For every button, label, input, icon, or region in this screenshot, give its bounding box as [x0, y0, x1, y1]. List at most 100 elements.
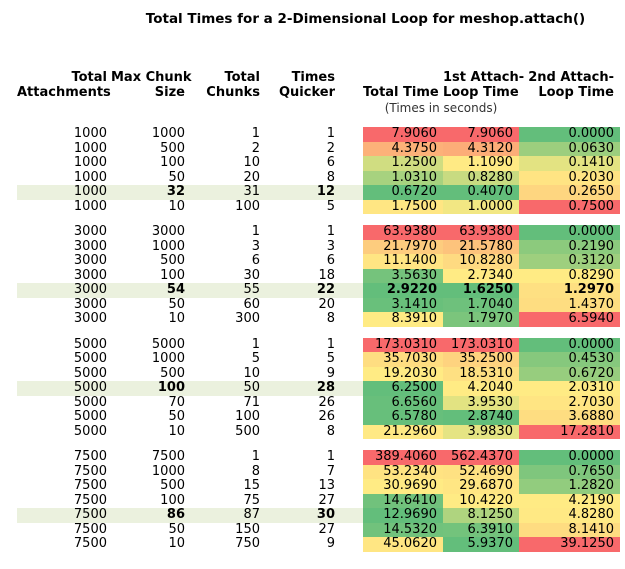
header-total-attachments: Total Attachments — [17, 70, 111, 100]
cell-max-chunk-size: 100 — [160, 268, 185, 283]
cell-total-chunks: 10 — [243, 156, 260, 170]
table-row: 5000 100 50 28 6.2500 4.2040 2.0310 — [17, 381, 620, 396]
cell-total-time: 45.0620 — [363, 537, 443, 552]
row-spacer — [339, 200, 363, 215]
cell-total-attachments: 1000 — [17, 185, 111, 200]
cell-total-chunks: 1 — [251, 225, 260, 239]
row-spacer — [339, 298, 363, 313]
cell-total-chunks: 100 — [235, 410, 260, 424]
cell-total-time: 11.1400 — [363, 254, 443, 269]
cell-total-attachments: 3000 — [17, 283, 111, 298]
cell-times-quicker: 5 — [326, 352, 335, 366]
cell-second-loop-time: 0.0000 — [519, 225, 620, 240]
cell-times-quicker: 8 — [326, 424, 335, 439]
cell-first-loop-time: 0.8280 — [443, 170, 519, 185]
cell-second-loop-time: 1.4370 — [519, 297, 620, 312]
row-spacer — [339, 381, 363, 396]
cell-total-time: 14.6410 — [363, 493, 443, 508]
cell-total-chunks: 60 — [243, 297, 260, 312]
cell-first-loop-time: 10.8280 — [443, 254, 519, 269]
cell-total-attachments: 1000 — [73, 156, 107, 170]
cell-total-attachments: 7500 — [73, 464, 107, 479]
cell-total-time: 6.6560 — [363, 395, 443, 410]
cell-total-attachments: 3000 — [73, 239, 107, 254]
table-row: 7500 1000 8 7 53.2340 52.4690 0.7650 — [17, 464, 620, 480]
row-spacer — [339, 312, 363, 327]
cell-times-quicker: 5 — [326, 199, 335, 214]
row-spacer — [339, 171, 363, 186]
cell-first-loop-time: 5.9370 — [443, 537, 519, 552]
row-spacer — [339, 127, 363, 142]
cell-total-time: 4.3750 — [363, 141, 443, 156]
cell-total-time: 389.4060 — [363, 450, 443, 465]
column-headers: Total Attachments Max Chunk Size Total C… — [17, 70, 620, 100]
row-spacer — [339, 338, 363, 353]
table-row: 3000 1000 3 3 21.7970 21.5780 0.2190 — [17, 239, 620, 254]
cell-total-time: 2.9220 — [363, 283, 443, 298]
cell-total-time: 21.7970 — [363, 239, 443, 254]
cell-first-loop-time: 3.9530 — [443, 395, 519, 410]
cell-second-loop-time: 0.2190 — [519, 239, 620, 254]
cell-second-loop-time: 0.2030 — [519, 170, 620, 185]
cell-total-time: 6.2500 — [363, 381, 443, 396]
chart-title: Total Times for a 2-Dimensional Loop for… — [145, 11, 586, 27]
cell-max-chunk-size: 50 — [168, 297, 185, 312]
cell-total-chunks: 75 — [243, 493, 260, 508]
cell-first-loop-time: 173.0310 — [443, 337, 519, 352]
cell-total-chunks: 71 — [243, 395, 260, 410]
row-spacer — [339, 185, 363, 200]
row-spacer — [339, 537, 363, 552]
cell-total-chunks: 31 — [189, 185, 264, 200]
cell-max-chunk-size: 500 — [160, 479, 185, 493]
cell-max-chunk-size: 1000 — [151, 127, 185, 141]
cell-first-loop-time: 562.4370 — [443, 450, 519, 465]
cell-total-attachments: 5000 — [73, 352, 107, 366]
table-row: 5000 50 100 26 6.5780 2.8740 3.6880 — [17, 410, 620, 425]
cell-total-attachments: 1000 — [73, 170, 107, 185]
cell-total-attachments: 7500 — [73, 479, 107, 493]
table-row: 3000 10 300 8 8.3910 1.7970 6.5940 — [17, 312, 620, 327]
cell-total-chunks: 20 — [243, 170, 260, 185]
header-second-attach-loop-time: 2nd Attach- Loop Time — [528, 70, 614, 100]
cell-times-quicker: 12 — [264, 185, 339, 200]
table-row: 3000 500 6 6 11.1400 10.8280 0.3120 — [17, 254, 620, 269]
cell-times-quicker: 20 — [318, 297, 335, 312]
cell-total-attachments: 1000 — [73, 141, 107, 156]
row-spacer — [339, 269, 363, 284]
table-row: 5000 500 10 9 19.2030 18.5310 0.6720 — [17, 366, 620, 381]
cell-total-attachments: 5000 — [73, 395, 107, 410]
row-spacer — [339, 465, 363, 480]
cell-max-chunk-size: 50 — [168, 170, 185, 185]
table-row: 1000 32 31 12 0.6720 0.4070 0.2650 — [17, 185, 620, 200]
cell-first-loop-time: 1.7970 — [443, 312, 519, 327]
cell-total-attachments: 5000 — [73, 366, 107, 381]
cell-times-quicker: 8 — [326, 170, 335, 185]
cell-max-chunk-size: 1000 — [151, 239, 185, 254]
cell-total-chunks: 30 — [243, 268, 260, 283]
table-row: 7500 7500 1 1 389.4060 562.4370 0.0000 — [17, 450, 620, 465]
cell-times-quicker: 1 — [326, 337, 335, 352]
cell-second-loop-time: 0.1410 — [519, 156, 620, 171]
header-max-chunk-size: Max Chunk Size — [111, 70, 192, 100]
cell-max-chunk-size: 100 — [111, 381, 189, 396]
cell-total-attachments: 3000 — [73, 312, 107, 326]
cell-first-loop-time: 18.5310 — [443, 366, 519, 381]
cell-second-loop-time: 0.7650 — [519, 464, 620, 479]
cell-total-chunks: 87 — [189, 508, 264, 523]
cell-first-loop-time: 0.4070 — [443, 185, 519, 200]
cell-max-chunk-size: 54 — [111, 283, 189, 298]
cell-total-chunks: 55 — [189, 283, 264, 298]
cell-total-time: 35.7030 — [363, 352, 443, 367]
table-row: 5000 70 71 26 6.6560 3.9530 2.7030 — [17, 395, 620, 410]
cell-second-loop-time: 0.2650 — [519, 185, 620, 200]
cell-total-time: 1.2500 — [363, 156, 443, 171]
cell-second-loop-time: 0.0630 — [519, 141, 620, 156]
cell-total-chunks: 300 — [235, 312, 260, 326]
cell-total-time: 1.0310 — [363, 170, 443, 185]
cell-max-chunk-size: 100 — [160, 156, 185, 170]
table-row: 3000 50 60 20 3.1410 1.7040 1.4370 — [17, 297, 620, 313]
cell-second-loop-time: 0.7500 — [519, 199, 620, 214]
cell-total-chunks: 15 — [243, 479, 260, 493]
cell-total-time: 63.9380 — [363, 225, 443, 240]
units-note: (Times in seconds) — [384, 101, 498, 115]
